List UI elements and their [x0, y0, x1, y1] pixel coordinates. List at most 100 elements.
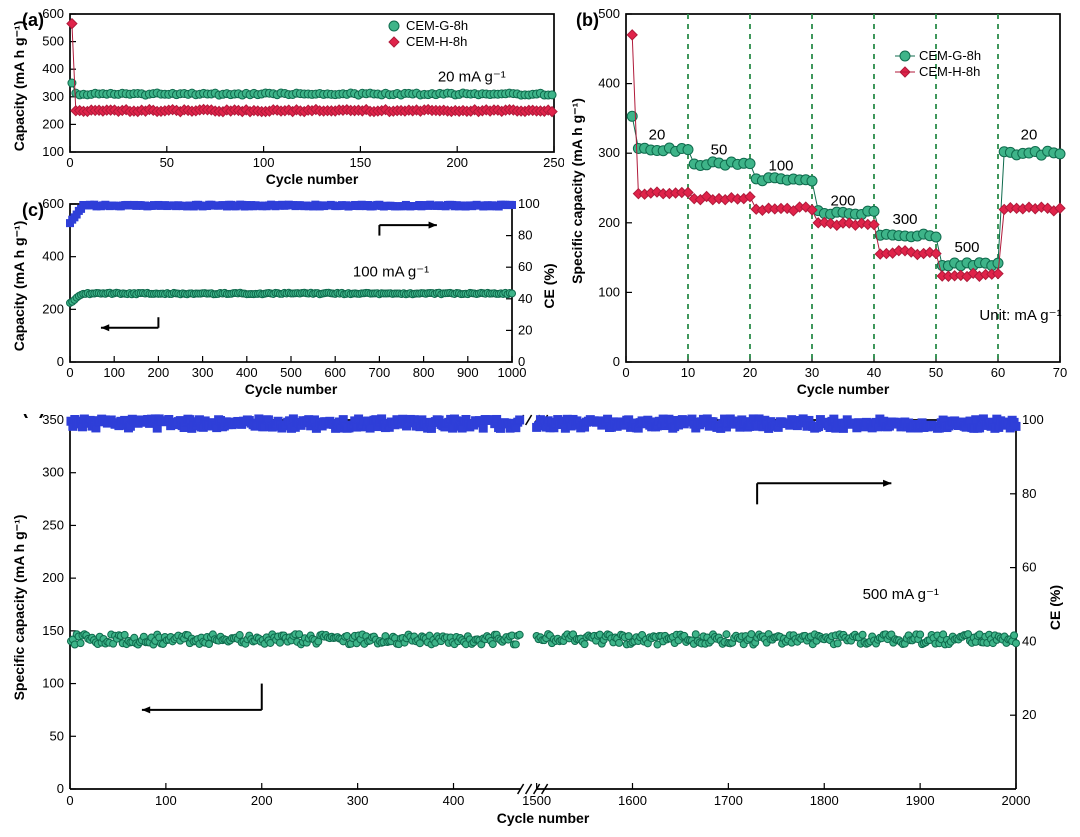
svg-text:2000: 2000 — [1002, 793, 1031, 808]
svg-text:100: 100 — [103, 365, 125, 380]
svg-text:900: 900 — [457, 365, 479, 380]
svg-text:1700: 1700 — [714, 793, 743, 808]
svg-text:0: 0 — [613, 354, 620, 369]
svg-text:500 mA g⁻¹: 500 mA g⁻¹ — [863, 586, 939, 603]
svg-text:CEM-G-8h: CEM-G-8h — [406, 18, 468, 33]
svg-text:20: 20 — [649, 126, 666, 143]
svg-text:40: 40 — [1022, 633, 1036, 648]
svg-text:100: 100 — [598, 284, 620, 299]
svg-text:400: 400 — [598, 76, 620, 91]
svg-text:400: 400 — [42, 249, 64, 264]
svg-text:100: 100 — [42, 676, 64, 691]
svg-text:100: 100 — [1022, 414, 1044, 427]
svg-text:Unit: mA g⁻¹: Unit: mA g⁻¹ — [979, 307, 1061, 324]
svg-text:100: 100 — [155, 793, 177, 808]
svg-text:400: 400 — [236, 365, 258, 380]
svg-text:20: 20 — [1022, 707, 1036, 722]
svg-text:250: 250 — [543, 155, 564, 170]
svg-text:Specific capacity (mA h g⁻¹): Specific capacity (mA h g⁻¹) — [569, 98, 585, 284]
svg-text:40: 40 — [867, 365, 881, 380]
svg-text:Cycle number: Cycle number — [497, 810, 590, 826]
svg-text:100: 100 — [253, 155, 275, 170]
svg-text:150: 150 — [42, 623, 64, 638]
svg-text:250: 250 — [42, 517, 64, 532]
svg-text:0: 0 — [66, 793, 73, 808]
svg-text:0: 0 — [57, 781, 64, 796]
svg-text:80: 80 — [518, 228, 532, 243]
svg-text:CEM-G-8h: CEM-G-8h — [919, 48, 981, 63]
svg-text:200: 200 — [251, 793, 273, 808]
svg-text:700: 700 — [369, 365, 391, 380]
svg-text:600: 600 — [42, 198, 64, 211]
svg-text:350: 350 — [42, 414, 64, 427]
svg-text:20: 20 — [518, 322, 532, 337]
svg-text:CEM-H-8h: CEM-H-8h — [406, 34, 467, 49]
svg-text:Cycle number: Cycle number — [266, 171, 359, 187]
svg-text:150: 150 — [350, 155, 372, 170]
svg-text:40: 40 — [518, 291, 532, 306]
svg-text:200: 200 — [42, 116, 64, 131]
svg-text:CE (%): CE (%) — [541, 263, 557, 308]
svg-text:1800: 1800 — [810, 793, 839, 808]
svg-text:100 mA g⁻¹: 100 mA g⁻¹ — [353, 263, 429, 280]
svg-text:200: 200 — [446, 155, 468, 170]
svg-text:200: 200 — [830, 192, 855, 209]
svg-text:200: 200 — [148, 365, 170, 380]
svg-text:100: 100 — [42, 144, 64, 159]
svg-text:20 mA g⁻¹: 20 mA g⁻¹ — [438, 69, 506, 86]
svg-text:50: 50 — [711, 142, 728, 159]
svg-text:Cycle number: Cycle number — [245, 381, 338, 397]
panel-d-title: (d) — [22, 414, 45, 418]
svg-text:30: 30 — [805, 365, 819, 380]
panel-a-title: (a) — [22, 10, 44, 30]
svg-text:100: 100 — [518, 198, 540, 211]
svg-text:80: 80 — [1022, 486, 1036, 501]
svg-text:400: 400 — [42, 61, 64, 76]
svg-text:500: 500 — [598, 8, 620, 21]
svg-text:200: 200 — [598, 215, 620, 230]
svg-text:50: 50 — [50, 728, 64, 743]
svg-text:300: 300 — [892, 211, 917, 228]
svg-text:0: 0 — [518, 354, 525, 369]
svg-text:500: 500 — [280, 365, 302, 380]
svg-text:600: 600 — [42, 8, 64, 21]
panel-d-chart: 0100200300400150016001700180019002000050… — [8, 414, 1072, 829]
svg-text:0: 0 — [622, 365, 629, 380]
svg-text:400: 400 — [443, 793, 465, 808]
svg-text:300: 300 — [598, 145, 620, 160]
svg-text:100: 100 — [768, 158, 793, 175]
svg-text:CE (%): CE (%) — [1047, 585, 1063, 630]
svg-text:300: 300 — [42, 465, 64, 480]
svg-text:200: 200 — [42, 301, 64, 316]
panel-a-chart: 0 50 100 150 200 250 100 200 300 400 500 600 Cycle n… — [8, 8, 564, 188]
svg-text:60: 60 — [1022, 560, 1036, 575]
svg-text:0: 0 — [57, 354, 64, 369]
svg-text:Specific capacity (mA h g⁻¹): Specific capacity (mA h g⁻¹) — [11, 515, 27, 701]
svg-text:50: 50 — [929, 365, 943, 380]
svg-text:10: 10 — [681, 365, 695, 380]
svg-text:60: 60 — [991, 365, 1005, 380]
svg-text:500: 500 — [42, 34, 64, 49]
svg-text:0: 0 — [66, 155, 73, 170]
svg-text:20: 20 — [743, 365, 757, 380]
svg-text:300: 300 — [347, 793, 369, 808]
svg-text:800: 800 — [413, 365, 435, 380]
svg-text:70: 70 — [1053, 365, 1067, 380]
svg-text:300: 300 — [42, 89, 64, 104]
svg-text:60: 60 — [518, 259, 532, 274]
svg-text:CEM-H-8h: CEM-H-8h — [919, 64, 980, 79]
svg-text:20: 20 — [1021, 126, 1038, 143]
svg-text:1900: 1900 — [906, 793, 935, 808]
svg-text:Cycle number: Cycle number — [797, 381, 890, 397]
svg-text:0: 0 — [66, 365, 73, 380]
panel-c-title: (c) — [22, 200, 44, 220]
svg-text:300: 300 — [192, 365, 214, 380]
svg-text:Capacity (mA h g⁻¹): Capacity (mA h g⁻¹) — [11, 21, 27, 152]
svg-text:1500: 1500 — [522, 793, 551, 808]
panel-b-chart: 0 10 20 30 40 50 60 70 0 100 200 300 400 500 Cycle num… — [566, 8, 1072, 398]
svg-text:600: 600 — [324, 365, 346, 380]
svg-text:50: 50 — [160, 155, 174, 170]
panel-c-chart: 0100200300400500600700800900100002004006… — [8, 198, 564, 398]
panel-b-title: (b) — [576, 10, 599, 30]
svg-text:200: 200 — [42, 570, 64, 585]
